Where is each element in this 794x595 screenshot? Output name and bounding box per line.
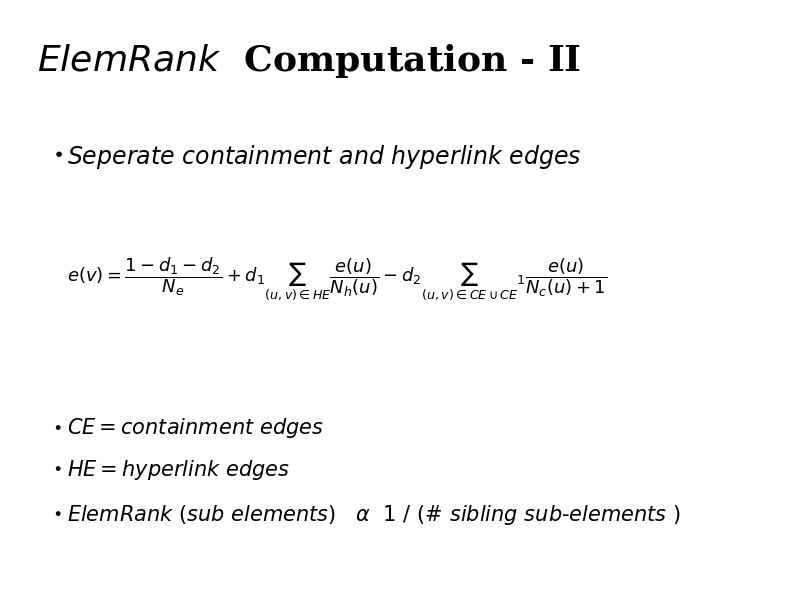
Text: $\it{ElemRank}$  Computation - II: $\it{ElemRank}$ Computation - II bbox=[37, 42, 581, 80]
Text: $\it{ElemRank\ (sub\ elements)}$   $\alpha$  $1\ /\ (\#\ sibling\ sub\text{-}ele: $\it{ElemRank\ (sub\ elements)}$ $\alpha… bbox=[67, 503, 680, 527]
Text: $\it{CE = containment\ edges}$: $\it{CE = containment\ edges}$ bbox=[67, 416, 323, 440]
Text: $\it{HE = hyperlink\ edges}$: $\it{HE = hyperlink\ edges}$ bbox=[67, 458, 290, 482]
Text: $\bullet$: $\bullet$ bbox=[52, 143, 63, 162]
Text: $\bullet$: $\bullet$ bbox=[52, 458, 61, 476]
Text: $\bullet$: $\bullet$ bbox=[52, 416, 61, 434]
Text: $\it{Seperate\ containment\ and\ hyperlink\ edges}$: $\it{Seperate\ containment\ and\ hyperli… bbox=[67, 143, 581, 171]
Text: $\bullet$: $\bullet$ bbox=[52, 503, 61, 521]
Text: $e(v) = \dfrac{1 - d_1 - d_2}{N_e} + d_1 \sum_{(u,v) \in HE} \dfrac{e(u)}{N_h(u): $e(v) = \dfrac{1 - d_1 - d_2}{N_e} + d_1… bbox=[67, 256, 607, 303]
